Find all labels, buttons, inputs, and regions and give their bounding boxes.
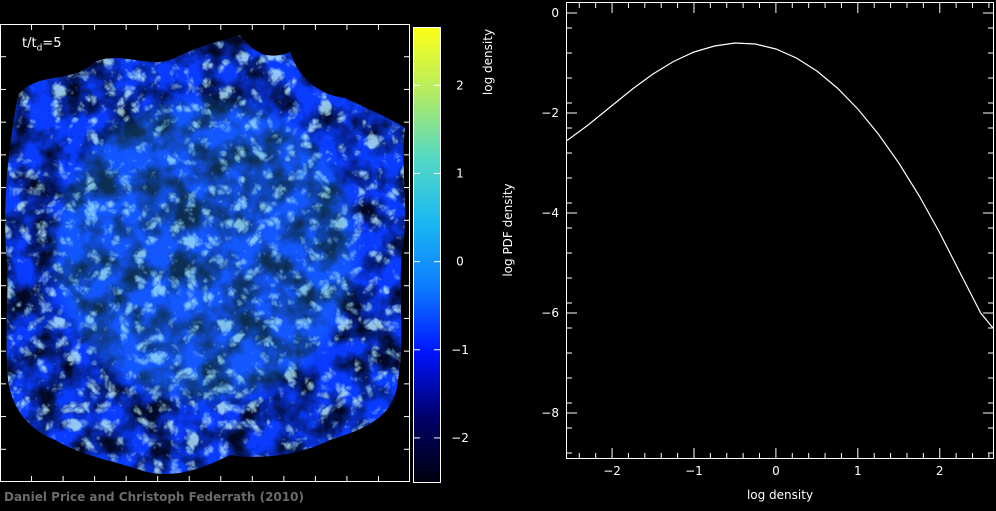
time-label: t/td=5: [22, 36, 61, 54]
colorbar-tick-label: 1: [456, 166, 464, 180]
pdf-plot-frame: [566, 2, 994, 459]
pdf-plot: −2 −1 0 1 2 0 −2 −4 −6 −8 log density log PDF den…: [501, 2, 994, 502]
colorbar-tick-label: 2: [456, 78, 464, 92]
render-frame-ticks: [0, 24, 410, 482]
y-tick-label: −4: [541, 206, 559, 220]
colorbar-tick-label: −1: [451, 343, 469, 357]
colorbar-label: log density: [481, 29, 495, 95]
x-tick-label: 2: [936, 464, 944, 478]
x-tick-label: −2: [603, 464, 621, 478]
pdf-x-axis-label: log density: [747, 488, 813, 502]
x-tick-label: 1: [854, 464, 862, 478]
colorbar-ticks: −2 −1 0 1 2: [414, 78, 469, 445]
colorbar: −2 −1 0 1 2 log density: [413, 27, 495, 483]
pdf-series-line: [566, 42, 994, 329]
x-tick-label: 0: [772, 464, 780, 478]
y-tick-label: 0: [551, 6, 559, 20]
colorbar-tick-label: −2: [451, 431, 469, 445]
colorbar-frame: [413, 27, 441, 483]
x-tick-label: −1: [685, 464, 703, 478]
colorbar-tick-label: 0: [456, 255, 464, 269]
pdf-y-axis-label: log PDF density: [501, 183, 515, 276]
y-tick-label: −6: [541, 306, 559, 320]
time-label-suffix: =5: [42, 36, 62, 51]
density-render-panel: [0, 24, 410, 482]
time-label-prefix: t/t: [22, 36, 37, 51]
y-tick-label: −2: [541, 106, 559, 120]
pdf-axes: −2 −1 0 1 2 0 −2 −4 −6 −8: [541, 3, 993, 478]
gas-cloud: [5, 35, 406, 475]
colorbar-gradient: [414, 28, 440, 482]
y-tick-label: −8: [541, 406, 559, 420]
credit-text: Daniel Price and Christoph Federrath (20…: [4, 490, 304, 504]
time-label-subscript: d: [36, 43, 43, 54]
